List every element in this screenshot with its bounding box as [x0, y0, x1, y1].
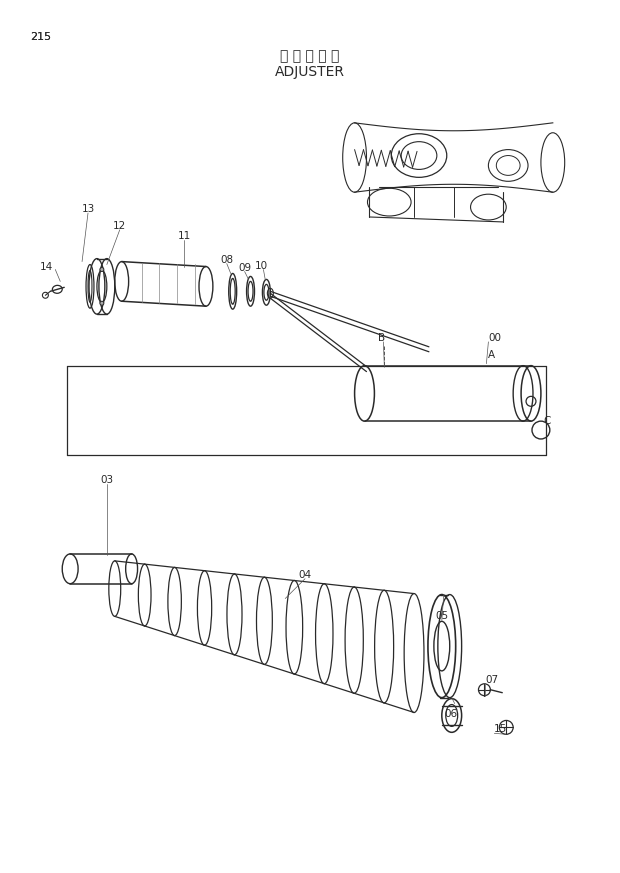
Text: 13: 13: [81, 204, 95, 214]
Text: B: B: [378, 333, 385, 343]
Ellipse shape: [100, 301, 104, 306]
Text: 12: 12: [113, 221, 126, 230]
Text: 11: 11: [177, 230, 191, 241]
Text: A: A: [489, 350, 495, 360]
Text: 08: 08: [220, 255, 233, 265]
Text: 05: 05: [435, 611, 448, 622]
Text: 14: 14: [40, 262, 53, 272]
Text: C: C: [543, 416, 551, 426]
Text: 00: 00: [489, 333, 502, 343]
Text: ADJUSTER: ADJUSTER: [275, 65, 345, 79]
Text: 06: 06: [444, 710, 458, 719]
Text: 215: 215: [30, 31, 51, 42]
Text: 03: 03: [100, 475, 113, 485]
Text: 09: 09: [238, 263, 251, 272]
Ellipse shape: [100, 267, 104, 272]
Text: 04: 04: [298, 570, 312, 580]
Text: 215: 215: [30, 31, 51, 42]
Text: 10: 10: [255, 260, 268, 271]
Text: 15: 15: [494, 725, 507, 734]
Text: 07: 07: [485, 675, 498, 684]
Text: ア ジ ャ ス タ: ア ジ ャ ス タ: [280, 50, 340, 64]
